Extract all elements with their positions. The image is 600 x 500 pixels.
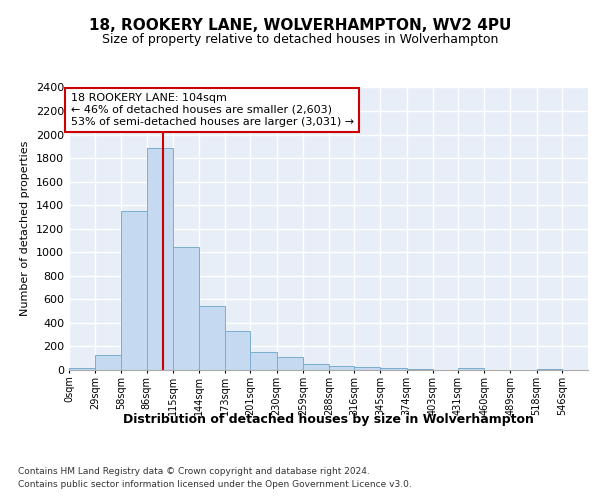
Bar [146, 148, 173, 370]
Bar [95, 356, 121, 370]
Text: Distribution of detached houses by size in Wolverhampton: Distribution of detached houses by size … [124, 412, 534, 426]
Bar [69, 368, 95, 370]
Bar [380, 368, 407, 370]
Text: 18, ROOKERY LANE, WOLVERHAMPTON, WV2 4PU: 18, ROOKERY LANE, WOLVERHAMPTON, WV2 4PU [89, 18, 511, 32]
Bar [354, 367, 380, 370]
Text: Size of property relative to detached houses in Wolverhampton: Size of property relative to detached ho… [102, 32, 498, 46]
Bar [329, 366, 354, 370]
Bar [199, 306, 225, 370]
Bar [277, 357, 303, 370]
Bar [121, 211, 146, 370]
Bar [303, 364, 329, 370]
Bar [250, 352, 277, 370]
Bar [458, 368, 484, 370]
Text: Contains HM Land Registry data © Crown copyright and database right 2024.: Contains HM Land Registry data © Crown c… [18, 468, 370, 476]
Y-axis label: Number of detached properties: Number of detached properties [20, 141, 31, 316]
Text: 18 ROOKERY LANE: 104sqm
← 46% of detached houses are smaller (2,603)
53% of semi: 18 ROOKERY LANE: 104sqm ← 46% of detache… [71, 94, 354, 126]
Text: Contains public sector information licensed under the Open Government Licence v3: Contains public sector information licen… [18, 480, 412, 489]
Bar [225, 330, 250, 370]
Bar [173, 247, 199, 370]
